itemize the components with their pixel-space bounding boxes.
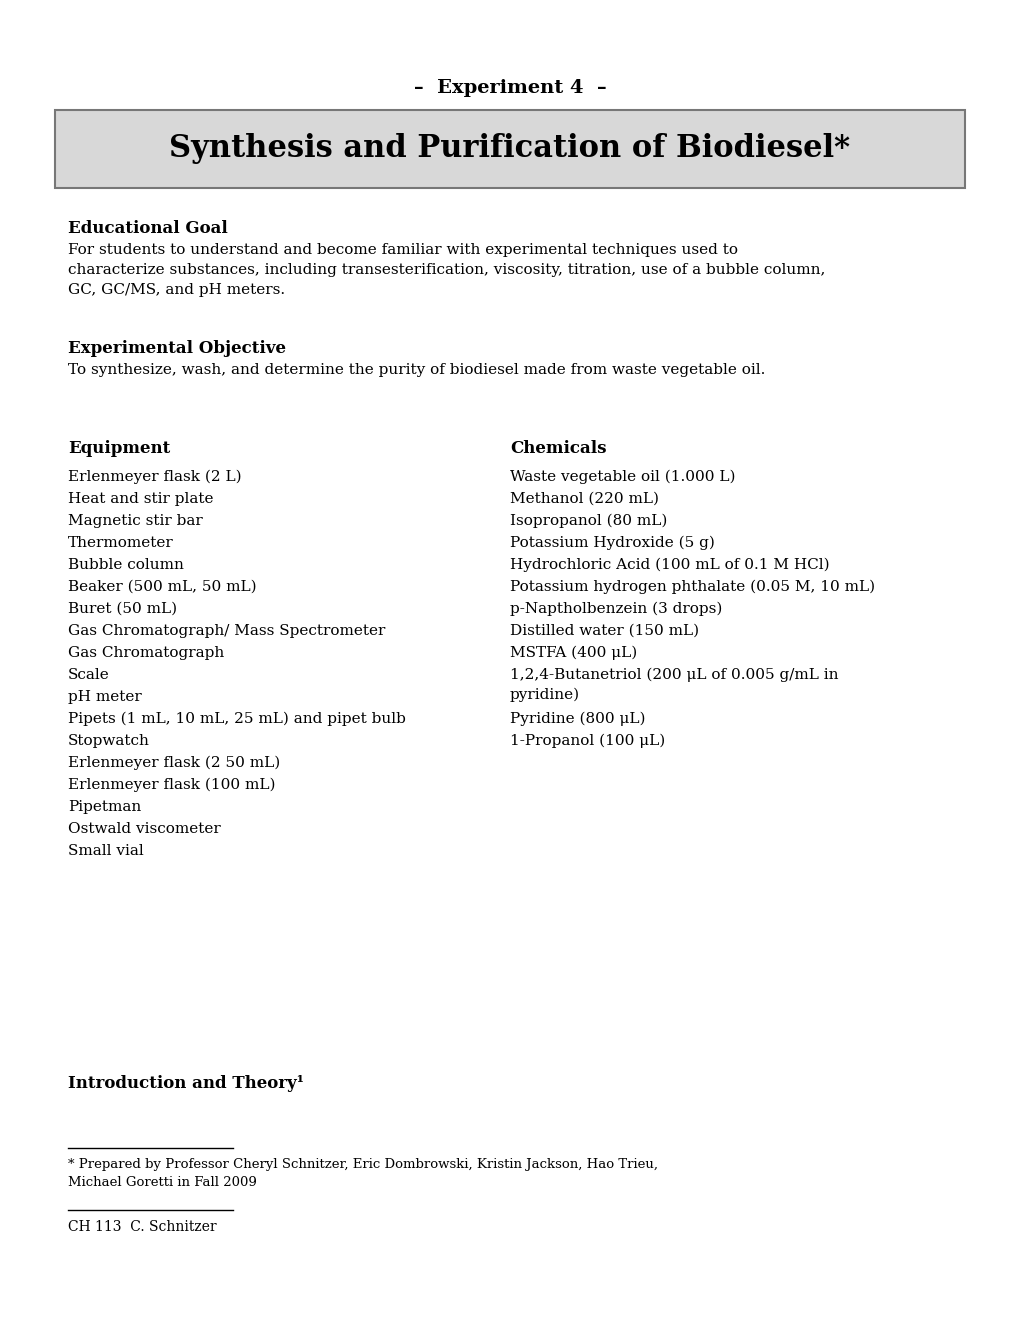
Text: –  Experiment 4  –: – Experiment 4 – <box>414 79 605 96</box>
Text: Distilled water (150 mL): Distilled water (150 mL) <box>510 624 698 638</box>
Text: Ostwald viscometer: Ostwald viscometer <box>68 822 220 836</box>
Text: Chemicals: Chemicals <box>510 440 606 457</box>
Text: Equipment: Equipment <box>68 440 170 457</box>
Text: Bubble column: Bubble column <box>68 558 183 572</box>
Text: p-Naptholbenzein (3 drops): p-Naptholbenzein (3 drops) <box>510 602 721 616</box>
Text: Heat and stir plate: Heat and stir plate <box>68 492 213 506</box>
Text: Stopwatch: Stopwatch <box>68 734 150 748</box>
Text: Methanol (220 mL): Methanol (220 mL) <box>510 492 658 506</box>
Text: Small vial: Small vial <box>68 843 144 858</box>
Text: Potassium Hydroxide (5 g): Potassium Hydroxide (5 g) <box>510 536 714 550</box>
Text: 1,2,4-Butanetriol (200 μL of 0.005 g/mL in
pyridine): 1,2,4-Butanetriol (200 μL of 0.005 g/mL … <box>510 668 838 702</box>
Text: Erlenmeyer flask (2 50 mL): Erlenmeyer flask (2 50 mL) <box>68 756 280 771</box>
Text: Erlenmeyer flask (100 mL): Erlenmeyer flask (100 mL) <box>68 777 275 792</box>
Text: Pipetman: Pipetman <box>68 800 141 814</box>
Text: Introduction and Theory¹: Introduction and Theory¹ <box>68 1074 304 1092</box>
Text: 1-Propanol (100 μL): 1-Propanol (100 μL) <box>510 734 664 748</box>
Text: Potassium hydrogen phthalate (0.05 M, 10 mL): Potassium hydrogen phthalate (0.05 M, 10… <box>510 579 874 594</box>
Text: For students to understand and become familiar with experimental techniques used: For students to understand and become fa… <box>68 243 824 297</box>
Text: To synthesize, wash, and determine the purity of biodiesel made from waste veget: To synthesize, wash, and determine the p… <box>68 363 764 378</box>
Text: Michael Goretti in Fall 2009: Michael Goretti in Fall 2009 <box>68 1176 257 1189</box>
Text: Beaker (500 mL, 50 mL): Beaker (500 mL, 50 mL) <box>68 579 257 594</box>
Text: Buret (50 mL): Buret (50 mL) <box>68 602 177 616</box>
Text: Experimental Objective: Experimental Objective <box>68 341 285 356</box>
Text: Synthesis and Purification of Biodiesel*: Synthesis and Purification of Biodiesel* <box>169 133 850 165</box>
Text: Thermometer: Thermometer <box>68 536 173 550</box>
Text: * Prepared by Professor Cheryl Schnitzer, Eric Dombrowski, Kristin Jackson, Hao : * Prepared by Professor Cheryl Schnitzer… <box>68 1158 657 1171</box>
Text: Hydrochloric Acid (100 mL of 0.1 M HCl): Hydrochloric Acid (100 mL of 0.1 M HCl) <box>510 558 828 573</box>
Text: pH meter: pH meter <box>68 690 142 704</box>
Text: Gas Chromatograph: Gas Chromatograph <box>68 645 224 660</box>
Text: Pyridine (800 μL): Pyridine (800 μL) <box>510 711 645 726</box>
Text: Magnetic stir bar: Magnetic stir bar <box>68 513 203 528</box>
FancyBboxPatch shape <box>55 110 964 187</box>
Text: MSTFA (400 μL): MSTFA (400 μL) <box>510 645 637 660</box>
Text: Pipets (1 mL, 10 mL, 25 mL) and pipet bulb: Pipets (1 mL, 10 mL, 25 mL) and pipet bu… <box>68 711 406 726</box>
Text: Erlenmeyer flask (2 L): Erlenmeyer flask (2 L) <box>68 470 242 484</box>
Text: Gas Chromatograph/ Mass Spectrometer: Gas Chromatograph/ Mass Spectrometer <box>68 624 385 638</box>
Text: Waste vegetable oil (1.000 L): Waste vegetable oil (1.000 L) <box>510 470 735 484</box>
Text: Isopropanol (80 mL): Isopropanol (80 mL) <box>510 513 666 528</box>
Text: Scale: Scale <box>68 668 110 682</box>
Text: Educational Goal: Educational Goal <box>68 220 227 238</box>
Text: CH 113  C. Schnitzer: CH 113 C. Schnitzer <box>68 1220 216 1234</box>
